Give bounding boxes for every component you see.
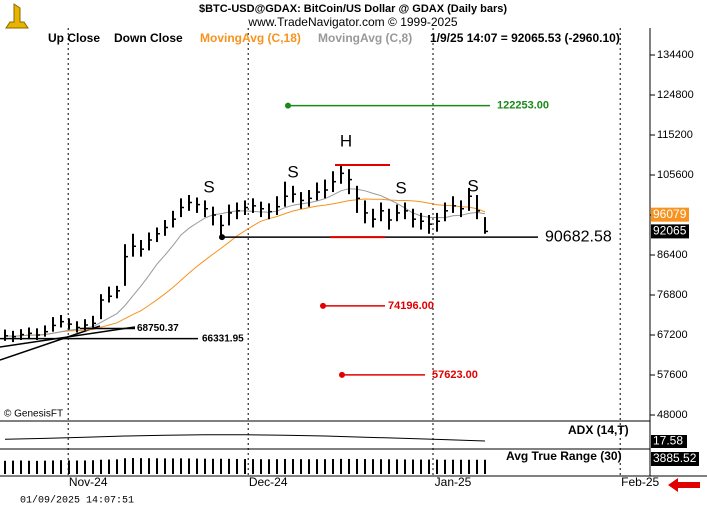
- price-box: [651, 224, 689, 239]
- level-dot: [339, 371, 345, 378]
- price-box-label: 96079: [653, 207, 687, 221]
- level-dot: [285, 102, 291, 109]
- x-tick-label: Nov-24: [69, 475, 108, 489]
- copyright: www.TradeNavigator.com © 1999-2025: [247, 15, 457, 29]
- panel-label: Avg True Range (30): [506, 449, 622, 463]
- level-label: 90682.58: [545, 228, 612, 245]
- y-tick-label: 115200: [657, 129, 693, 141]
- trend-line: [0, 326, 136, 348]
- value-box-label: 3885.52: [653, 451, 697, 465]
- level-label: 74196.00: [388, 300, 434, 312]
- y-tick-label: 86400: [657, 249, 688, 261]
- y-tick-label: 57600: [657, 369, 688, 381]
- pattern-label: S: [395, 178, 406, 197]
- x-tick-label: Feb-25: [621, 475, 659, 489]
- legend-item: MovingAvg (C,18): [200, 31, 301, 45]
- pattern-label: S: [467, 176, 478, 195]
- legend-item: Up Close: [48, 31, 100, 45]
- level-dot: [320, 302, 326, 309]
- x-tick-label: Jan-25: [435, 475, 472, 489]
- x-tick-label: Dec-24: [249, 475, 288, 489]
- value-box: [651, 452, 699, 466]
- level-label: 68750.37: [137, 323, 179, 334]
- value-box-label: 17.58: [653, 434, 683, 448]
- adx-line: [4, 434, 486, 442]
- value-box: [651, 435, 687, 448]
- vendor: © GenesisFT: [4, 409, 63, 420]
- pattern-label: H: [340, 131, 352, 150]
- trend-line: [0, 325, 101, 361]
- y-tick-label: 124800: [657, 89, 694, 101]
- pattern-label: S: [203, 177, 214, 196]
- status: 1/9/25 14:07 = 92065.53 (-2960.10): [430, 31, 620, 45]
- y-tick-label: 67200: [657, 329, 688, 341]
- chart-title: $BTC-USD@GDAX: BitCoin/US Dollar @ GDAX …: [199, 3, 507, 15]
- level-dot: [219, 234, 225, 241]
- legend-item: Down Close: [114, 31, 183, 45]
- level-label: 66331.95: [202, 333, 244, 344]
- legend-item: MovingAvg (C,8): [318, 31, 412, 45]
- y-tick-label: 48000: [657, 409, 688, 421]
- timestamp: 01/09/2025 14:07:51: [20, 495, 134, 507]
- pattern-label: S: [287, 162, 298, 181]
- panel-label: ADX (14,T): [568, 423, 629, 437]
- price-box-label: 92065: [653, 224, 687, 238]
- level-label: 57623.00: [432, 369, 478, 381]
- y-tick-label: 76800: [657, 289, 688, 301]
- y-tick-label: 134400: [657, 49, 694, 61]
- scroll-arrow[interactable]: [668, 478, 700, 492]
- price-box: [651, 207, 689, 222]
- logo: [5, 3, 29, 29]
- y-tick-label: 105600: [657, 169, 694, 181]
- level-label: 122253.00: [497, 100, 549, 112]
